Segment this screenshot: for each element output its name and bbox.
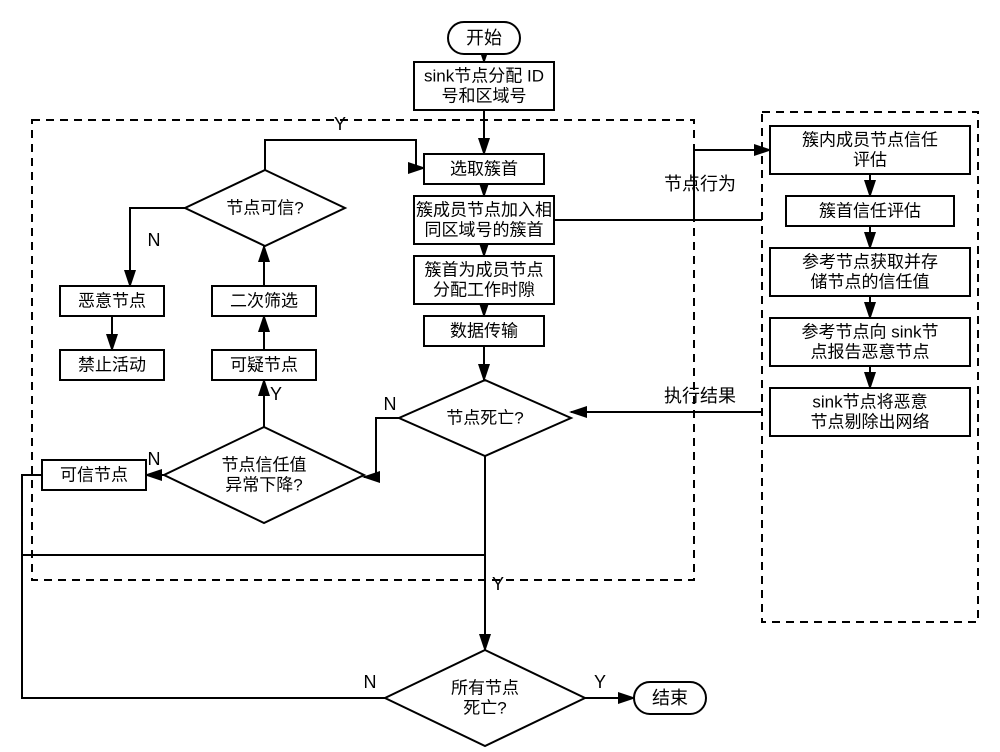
decision-label: 死亡? <box>463 698 506 717</box>
edge-label: Y <box>594 672 606 692</box>
process-label: 禁止活动 <box>78 355 146 374</box>
process-label: 同区域号的簇首 <box>425 220 544 239</box>
process-label: 参考节点获取并存 <box>802 252 938 271</box>
process-label: 点报告恶意节点 <box>811 342 930 361</box>
edge-label: N <box>384 394 397 414</box>
edge-label: Y <box>492 574 504 594</box>
edge-label: N <box>148 230 161 250</box>
process-label: 储节点的信任值 <box>811 272 930 291</box>
process-label: 可疑节点 <box>230 355 298 374</box>
process-label: 恶意节点 <box>78 291 146 310</box>
decision-label: 节点死亡? <box>446 408 523 427</box>
process-label: 数据传输 <box>450 321 518 340</box>
process-label: 号和区域号 <box>442 86 527 105</box>
decision-label: 节点可信? <box>226 198 303 217</box>
process-label: 分配工作时隙 <box>433 280 535 299</box>
process-label: 簇成员节点加入相 <box>416 200 552 219</box>
edge-label: 执行结果 <box>664 386 736 406</box>
decision-label: 所有节点 <box>451 678 519 697</box>
process-label: 节点剔除出网络 <box>811 412 930 431</box>
process-label: 簇首信任评估 <box>819 201 921 220</box>
process-label: 参考节点向 sink节 <box>802 322 939 341</box>
edge-label: 节点行为 <box>664 174 736 194</box>
process-label: 簇内成员节点信任 <box>802 130 938 149</box>
edge-label: Y <box>270 384 282 404</box>
process-label: sink节点分配 ID <box>424 66 544 85</box>
decision-label: 异常下降? <box>225 475 302 494</box>
edge-label: Y <box>334 114 346 134</box>
decision-label: 节点信任值 <box>222 455 307 474</box>
process-label: 可信节点 <box>60 465 128 484</box>
process-label: 二次筛选 <box>230 291 298 310</box>
flow-arrow <box>265 140 424 170</box>
edge-label: N <box>148 449 161 469</box>
terminator-label: 开始 <box>466 28 502 48</box>
flow-arrow <box>22 555 385 698</box>
terminator-label: 结束 <box>652 688 688 708</box>
process-label: sink节点将恶意 <box>812 392 927 411</box>
edge-label: N <box>364 672 377 692</box>
process-label: 簇首为成员节点 <box>425 260 544 279</box>
process-label: 评估 <box>853 150 887 169</box>
flow-arrow <box>364 418 399 477</box>
process-label: 选取簇首 <box>450 159 518 178</box>
